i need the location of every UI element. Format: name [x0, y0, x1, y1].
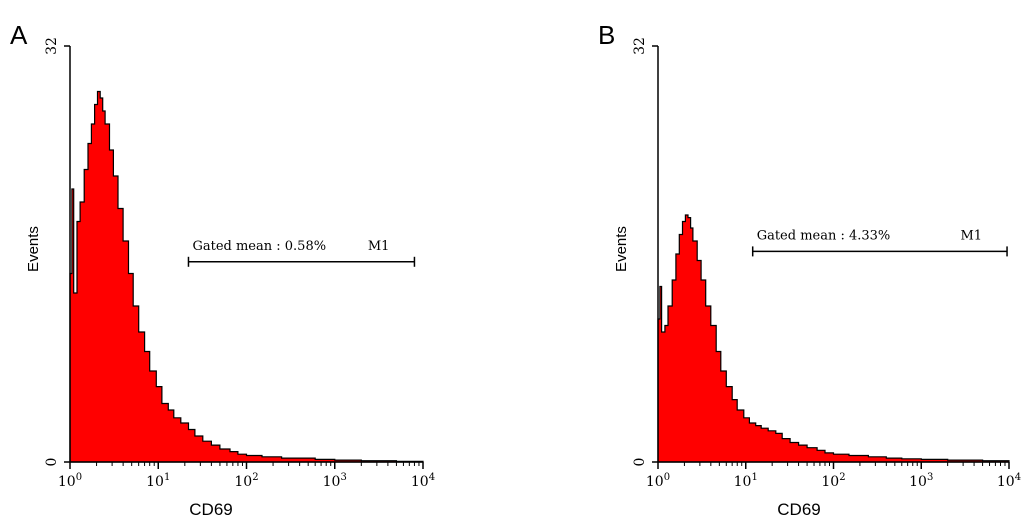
x-axis-label-a: CD69	[189, 500, 233, 519]
histogram-panel-b: 0 32 100 101 102 103 104 Events Gated mean : 4.3…	[613, 37, 1021, 490]
histogram-panel-a: 0 32 100 101 102 103 104 Events Gated mean : 0.5…	[25, 37, 435, 490]
histogram-area	[657, 214, 1010, 463]
x-tick-label: 101	[734, 472, 758, 490]
y-axis-label: Events	[613, 226, 630, 272]
histogram-area	[69, 90, 424, 463]
panel-label-a: A	[10, 20, 28, 50]
y-tick-label: 0	[44, 458, 60, 467]
panel-label-b: B	[598, 20, 616, 50]
x-tick-label: 104	[411, 472, 435, 490]
y-tick-label: 32	[44, 37, 60, 55]
x-tick-label: 102	[821, 472, 845, 490]
x-tick-label: 100	[58, 472, 82, 490]
x-tick-label: 103	[909, 472, 933, 490]
x-tick-label: 104	[997, 472, 1021, 490]
x-tick-label: 100	[646, 472, 670, 490]
y-tick-label: 32	[632, 37, 648, 55]
gate-mean-label: Gated mean : 4.33%	[757, 228, 891, 243]
gate-mean-label: Gated mean : 0.58%	[192, 239, 326, 254]
gate-name-label: M1	[960, 228, 982, 243]
x-tick-label: 101	[146, 472, 170, 490]
x-axis-label-b: CD69	[777, 500, 821, 519]
y-axis-label: Events	[25, 226, 42, 272]
x-tick-label: 102	[234, 472, 258, 490]
gate-name-label: M1	[368, 239, 390, 254]
y-tick-label: 0	[632, 458, 648, 467]
x-tick-label: 103	[323, 472, 347, 490]
